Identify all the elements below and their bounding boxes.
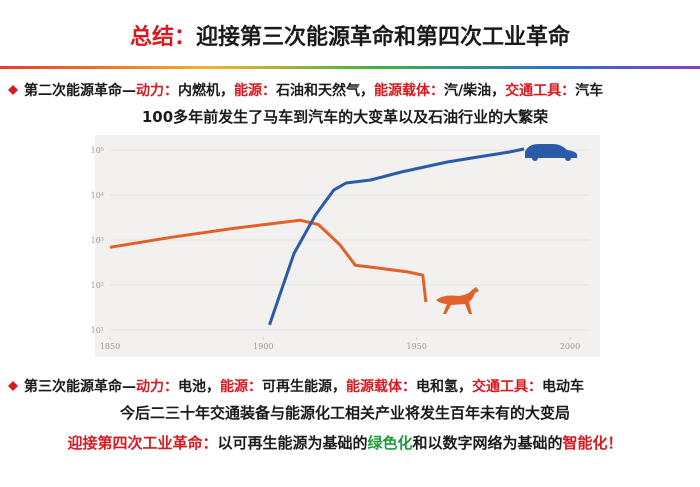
bullet-icon xyxy=(8,381,18,391)
y-tick-label: 10² xyxy=(91,281,104,290)
bullet-segment: 能源： xyxy=(234,82,276,99)
bullet-segment: 汽车 xyxy=(575,82,603,99)
x-tick-label: 1900 xyxy=(253,342,273,351)
bullet-segment: 石油和天然气， xyxy=(275,82,374,99)
x-tick-label: 2000 xyxy=(560,342,580,351)
subtitle-2: 今后二三十年交通装备与能源化工相关产业将发生百年未有的大变局 xyxy=(119,404,570,422)
chart: 10¹ 10² 10³ 10⁴ 10⁵ 1850 1900 1950 2000 xyxy=(91,146,590,351)
bullet-icon xyxy=(8,85,18,95)
series-line xyxy=(268,147,525,326)
horse-icon xyxy=(436,287,479,314)
bullet-segment: 能源载体： xyxy=(374,82,444,99)
bullet-segment: 电动车 xyxy=(542,378,584,395)
bullet-segment: 动力： xyxy=(136,82,178,99)
conclusion-text: 以可再生能源为基础的 xyxy=(217,434,367,452)
bullet-segment: 电池， xyxy=(178,378,220,395)
bullet-segment: 第三次能源革命— xyxy=(24,378,136,395)
bullet-segment: 能源： xyxy=(220,378,262,395)
bullet-segment: 汽/柴油， xyxy=(444,82,505,99)
conclusion-lead: 迎接第四次工业革命： xyxy=(67,434,217,452)
x-tick-label: 1950 xyxy=(406,342,426,351)
car-icon xyxy=(525,144,577,161)
conclusion: 迎接第四次工业革命：以可再生能源为基础的绿色化和以数字网络为基础的智能化！ xyxy=(67,434,622,452)
conclusion-red: 智能化！ xyxy=(563,434,623,452)
y-tick-label: 10¹ xyxy=(91,326,104,335)
bullet-segment: 电和氢， xyxy=(416,378,472,395)
bullet-2: 第三次能源革命—动力：电池，能源：可再生能源，能源载体：电和氢，交通工具：电动车 xyxy=(24,378,584,395)
y-tick-label: 10⁵ xyxy=(91,146,104,155)
title-lead: 总结： xyxy=(130,24,196,50)
bullet-segment: 内燃机， xyxy=(178,82,234,99)
title: 总结：迎接第三次能源革命和第四次工业革命 xyxy=(130,24,571,50)
conclusion-green: 绿色化 xyxy=(367,434,412,452)
bullet-segment: 交通工具： xyxy=(472,378,542,395)
bullet-segment: 可再生能源， xyxy=(262,378,346,395)
bullet-segment: 第二次能源革命— xyxy=(24,82,136,99)
divider xyxy=(0,66,700,69)
bullet-segment: 交通工具： xyxy=(505,82,575,99)
y-tick-label: 10³ xyxy=(91,236,104,245)
bullet-segment: 能源载体： xyxy=(346,378,416,395)
conclusion-text: 和以数字网络为基础的 xyxy=(413,434,563,452)
x-tick-label: 1850 xyxy=(100,342,120,351)
title-text: 迎接第三次能源革命和第四次工业革命 xyxy=(196,24,571,50)
chart-bg xyxy=(95,135,600,357)
bullet-1: 第二次能源革命—动力：内燃机，能源：石油和天然气，能源载体：汽/柴油，交通工具：… xyxy=(24,82,603,99)
bullet-segment: 动力： xyxy=(136,378,178,395)
series-line xyxy=(109,218,428,303)
y-tick-label: 10⁴ xyxy=(91,191,104,200)
subtitle-1: 100多年前发生了马车到汽车的大变革以及石油行业的大繁荣 xyxy=(142,108,549,126)
